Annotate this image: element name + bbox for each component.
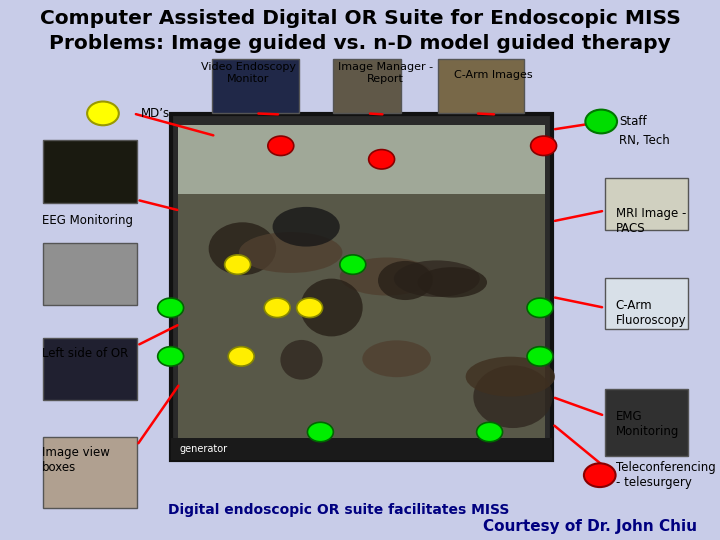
Text: Problems: Image guided vs. n-D model guided therapy: Problems: Image guided vs. n-D model gui… — [49, 33, 671, 53]
Bar — [43, 338, 137, 400]
Text: MRI Image -
PACS: MRI Image - PACS — [616, 207, 686, 235]
Bar — [438, 59, 524, 113]
Circle shape — [307, 422, 333, 442]
Circle shape — [527, 347, 553, 366]
Text: Teleconferencing
- telesurgery: Teleconferencing - telesurgery — [616, 461, 716, 489]
Text: Left side of OR: Left side of OR — [42, 347, 128, 360]
Bar — [605, 278, 688, 329]
Ellipse shape — [362, 340, 431, 377]
Circle shape — [225, 255, 251, 274]
Text: Image Manager -
Report: Image Manager - Report — [338, 62, 433, 84]
Ellipse shape — [418, 267, 487, 298]
Ellipse shape — [378, 261, 433, 300]
Bar — [43, 437, 137, 508]
Text: RN, Tech: RN, Tech — [619, 134, 670, 147]
Text: Video Endoscopy
Monitor: Video Endoscopy Monitor — [201, 62, 296, 84]
Bar — [605, 178, 688, 230]
Circle shape — [527, 298, 553, 318]
Text: generator: generator — [179, 443, 228, 454]
Circle shape — [158, 347, 184, 366]
Ellipse shape — [280, 340, 323, 380]
Text: Staff: Staff — [619, 115, 647, 128]
Text: Image view
boxes: Image view boxes — [42, 446, 109, 474]
Text: EMG
Monitoring: EMG Monitoring — [616, 410, 679, 438]
Circle shape — [477, 422, 503, 442]
Text: C-Arm
Fluoroscopy: C-Arm Fluoroscopy — [616, 299, 686, 327]
Text: Computer Assisted Digital OR Suite for Endoscopic MISS: Computer Assisted Digital OR Suite for E… — [40, 9, 680, 29]
Circle shape — [87, 102, 119, 125]
Circle shape — [228, 347, 254, 366]
Bar — [605, 389, 688, 456]
Text: EEG Monitoring: EEG Monitoring — [42, 214, 132, 227]
Ellipse shape — [273, 207, 340, 247]
Ellipse shape — [466, 357, 555, 396]
Ellipse shape — [340, 258, 433, 295]
Bar — [333, 59, 401, 113]
Circle shape — [584, 463, 616, 487]
Bar — [43, 243, 137, 305]
Bar — [171, 114, 552, 460]
Circle shape — [585, 110, 617, 133]
Ellipse shape — [300, 279, 363, 336]
Ellipse shape — [209, 222, 276, 275]
Ellipse shape — [239, 232, 343, 273]
Text: Digital endoscopic OR suite facilitates MISS: Digital endoscopic OR suite facilitates … — [168, 503, 509, 517]
Circle shape — [531, 136, 557, 156]
Bar — [178, 125, 545, 194]
Circle shape — [264, 298, 290, 318]
Bar — [212, 59, 299, 113]
Bar — [171, 438, 552, 460]
Circle shape — [158, 298, 184, 318]
Text: MD’s: MD’s — [140, 107, 169, 120]
Circle shape — [297, 298, 323, 318]
Text: Courtesy of Dr. John Chiu: Courtesy of Dr. John Chiu — [483, 519, 698, 534]
Text: C-Arm Images: C-Arm Images — [454, 70, 533, 80]
Circle shape — [369, 150, 395, 169]
Circle shape — [268, 136, 294, 156]
Ellipse shape — [473, 366, 552, 428]
Bar — [43, 140, 137, 202]
Circle shape — [340, 255, 366, 274]
Ellipse shape — [394, 260, 480, 297]
Bar — [178, 125, 545, 438]
